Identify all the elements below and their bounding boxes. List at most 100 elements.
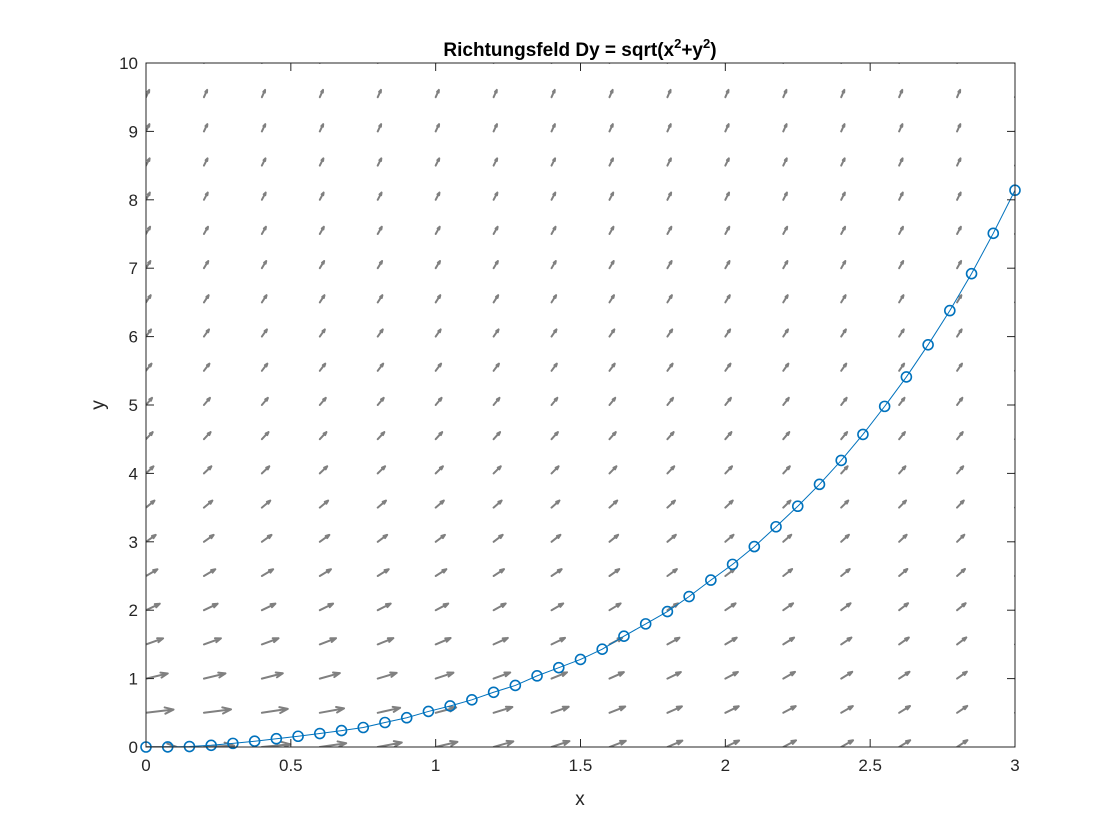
- field-arrow: [260, 637, 280, 646]
- field-arrow: [956, 362, 963, 372]
- field-arrow: [898, 362, 906, 372]
- field-arrow: [782, 157, 788, 167]
- y-tick-label: 1: [129, 670, 138, 689]
- field-arrow: [318, 637, 337, 646]
- field-arrow: [318, 396, 327, 406]
- field-arrow: [898, 328, 905, 338]
- field-arrow: [492, 465, 502, 475]
- field-arrow: [318, 431, 328, 441]
- field-arrow: [318, 157, 325, 167]
- field-arrow: [550, 533, 562, 543]
- field-arrow: [550, 328, 558, 338]
- solution-point: [531, 670, 543, 682]
- plot-area: [146, 63, 1015, 747]
- field-arrow: [260, 706, 289, 715]
- x-tick-label: 0: [141, 756, 150, 775]
- field-arrow: [146, 260, 152, 270]
- field-arrow: [550, 739, 571, 747]
- field-arrow: [202, 88, 209, 99]
- field-arrow: [376, 602, 392, 612]
- field-arrow: [724, 260, 731, 270]
- field-arrow: [956, 533, 966, 543]
- field-arrow: [260, 88, 267, 99]
- field-arrow: [550, 705, 570, 714]
- field-arrow: [898, 294, 905, 304]
- field-arrow: [608, 465, 618, 475]
- field-arrow: [898, 533, 908, 543]
- field-arrow: [376, 705, 402, 714]
- field-arrow: [260, 123, 267, 133]
- field-arrow: [492, 260, 499, 270]
- field-arrow: [666, 294, 673, 304]
- field-arrow: [666, 636, 681, 646]
- field-arrow: [376, 362, 385, 372]
- field-arrow: [202, 362, 211, 372]
- field-arrow: [956, 567, 966, 577]
- solution-point: [770, 520, 782, 533]
- field-arrow: [724, 328, 732, 338]
- x-tick-label: 1: [431, 756, 440, 775]
- field-arrow: [956, 602, 967, 612]
- field-arrow: [146, 123, 151, 133]
- field-arrow: [608, 396, 617, 406]
- field-arrow: [956, 157, 962, 167]
- field-arrow: [434, 328, 442, 338]
- solution-point: [596, 643, 609, 655]
- y-tick-label: 3: [129, 533, 138, 552]
- field-arrow: [956, 259, 963, 270]
- field-arrow: [202, 157, 209, 167]
- field-arrow: [146, 465, 155, 475]
- field-arrow: [434, 157, 441, 167]
- field-arrow: [492, 739, 515, 747]
- field-arrow: [550, 191, 557, 201]
- field-arrow: [608, 225, 615, 235]
- field-arrow: [434, 533, 446, 543]
- y-tick-label: 5: [129, 396, 138, 415]
- field-arrow: [260, 191, 267, 201]
- field-arrow: [376, 191, 383, 201]
- field-arrow: [492, 499, 503, 509]
- field-arrow: [898, 602, 910, 612]
- field-arrow: [956, 123, 962, 133]
- field-arrow: [260, 533, 273, 543]
- field-arrow: [202, 328, 210, 338]
- field-arrow: [608, 157, 614, 167]
- field-arrow: [202, 465, 213, 475]
- solution-point: [900, 371, 913, 383]
- field-arrow: [782, 260, 789, 270]
- field-arrow: [898, 157, 904, 167]
- field-arrow: [434, 396, 443, 406]
- solution-point: [857, 428, 869, 441]
- field-arrow: [434, 123, 441, 133]
- field-arrow: [898, 499, 908, 509]
- field-arrow: [434, 637, 452, 646]
- field-arrow: [492, 636, 509, 646]
- field-arrow: [492, 157, 499, 167]
- field-arrow: [202, 431, 212, 441]
- field-arrow: [782, 636, 796, 646]
- solution-point: [922, 339, 934, 351]
- field-arrow: [202, 637, 222, 646]
- field-arrow: [202, 396, 211, 406]
- field-arrow: [608, 568, 621, 577]
- field-arrow: [840, 328, 847, 338]
- solution-point: [705, 574, 717, 586]
- field-arrow: [550, 636, 567, 646]
- field-arrow: [146, 533, 157, 543]
- field-arrow: [666, 225, 673, 235]
- field-arrow: [318, 602, 335, 612]
- field-arrow: [840, 636, 853, 646]
- field-arrow: [550, 294, 558, 304]
- solution-point: [379, 716, 391, 729]
- field-arrow: [550, 499, 561, 509]
- field-arrow: [492, 362, 500, 372]
- field-arrow: [318, 328, 326, 338]
- solution-point: [661, 605, 674, 618]
- field-arrow: [724, 465, 734, 475]
- solution-point: [509, 679, 522, 692]
- field-arrow: [434, 602, 450, 612]
- field-arrow: [840, 362, 848, 372]
- field-arrow: [434, 568, 448, 577]
- field-arrow: [146, 431, 154, 441]
